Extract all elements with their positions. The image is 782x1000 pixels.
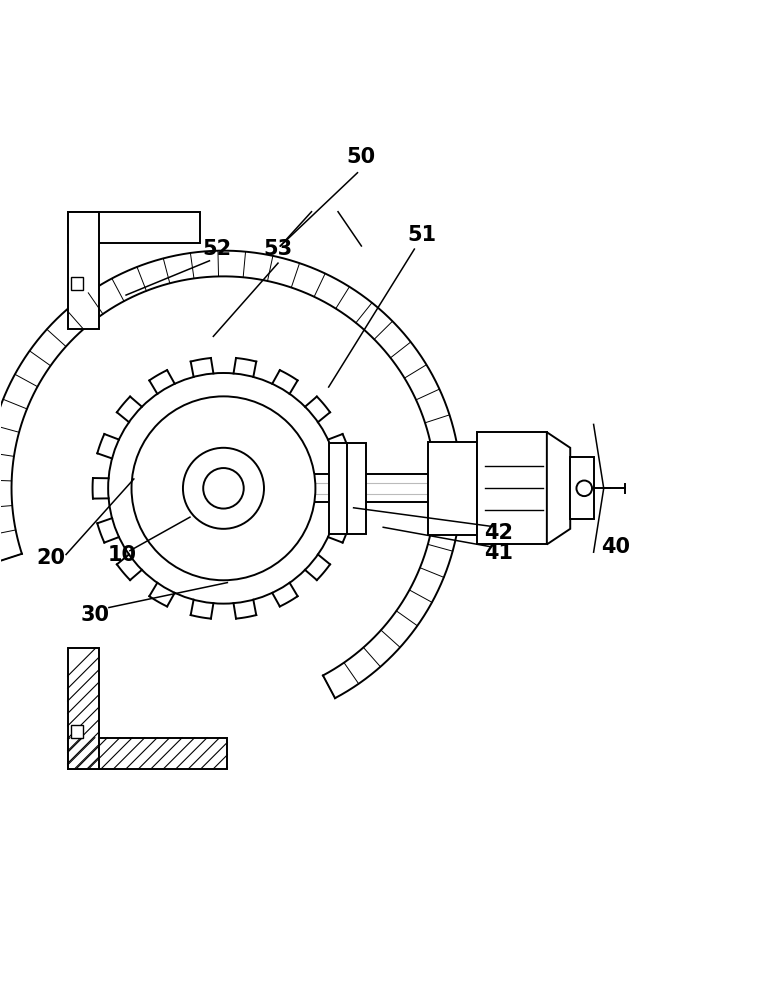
- Text: 41: 41: [484, 543, 513, 563]
- Circle shape: [131, 396, 315, 580]
- Bar: [67, 648, 99, 769]
- Text: 50: 50: [347, 147, 376, 167]
- Text: 10: 10: [108, 545, 137, 565]
- Circle shape: [108, 373, 339, 604]
- Text: 52: 52: [203, 239, 231, 259]
- Bar: [570, 457, 594, 519]
- Bar: [67, 738, 228, 769]
- Text: 40: 40: [601, 537, 630, 557]
- Bar: [67, 212, 99, 329]
- Circle shape: [203, 468, 244, 509]
- Text: 51: 51: [407, 225, 436, 245]
- Bar: [70, 277, 83, 290]
- Bar: [70, 725, 83, 738]
- Circle shape: [183, 448, 264, 529]
- Text: 53: 53: [264, 239, 292, 259]
- Circle shape: [576, 481, 592, 496]
- Bar: [328, 443, 366, 534]
- Bar: [67, 212, 200, 243]
- Bar: [477, 432, 547, 544]
- Polygon shape: [547, 432, 570, 544]
- Bar: [429, 442, 477, 535]
- Text: 30: 30: [81, 605, 109, 625]
- Text: 42: 42: [484, 523, 513, 543]
- Text: 20: 20: [36, 548, 65, 568]
